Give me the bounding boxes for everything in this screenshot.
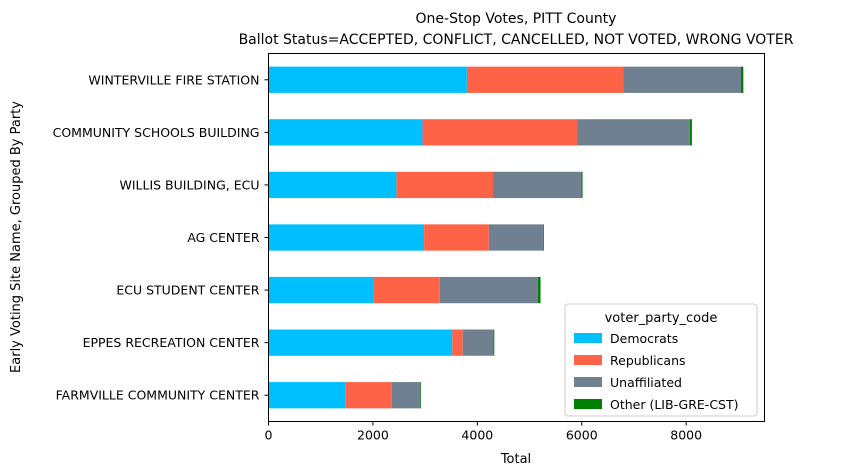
x-tick-label: 2000 (357, 428, 389, 443)
x-tick-label: 0 (265, 428, 273, 443)
bar-ecu-student-center-unaffiliated (439, 276, 538, 304)
bar-winterville-fire-station-other-lib-gre-cst (741, 66, 744, 93)
y-tick-label: COMMUNITY SCHOOLS BUILDING (53, 125, 260, 140)
bar-ag-center-unaffiliated (488, 224, 544, 251)
y-tick-label: AG CENTER (187, 230, 260, 245)
bar-ecu-student-center-republicans (373, 276, 440, 304)
legend-swatch-democrats (574, 333, 602, 343)
bar-winterville-fire-station-unaffiliated (623, 66, 742, 93)
bar-farmville-community-center-democrats (268, 382, 346, 409)
x-tick-label: 8000 (670, 428, 702, 443)
bar-ag-center-republicans (424, 224, 489, 251)
y-axis-label: Early Voting Site Name, Grouped By Party (9, 101, 24, 373)
legend-label-unaffiliated: Unaffiliated (610, 375, 682, 390)
legend-swatch-other-lib-gre-cst (574, 399, 602, 409)
bar-eppes-recreation-center-other-lib-gre-cst (493, 329, 495, 356)
bar-farmville-community-center-unaffiliated (391, 382, 421, 409)
x-axis-ticks: 0 2000 4000 6000 8000 (265, 421, 702, 443)
bar-community-schools-building-democrats (268, 119, 423, 146)
legend-label-other-lib-gre-cst: Other (LIB-GRE-CST) (610, 397, 739, 412)
bar-winterville-fire-station-democrats (268, 66, 467, 93)
bar-ag-center-democrats (268, 224, 425, 251)
bar-willis-building-ecu-other-lib-gre-cst (581, 171, 583, 199)
bar-farmville-community-center-republicans (345, 382, 392, 409)
bar-eppes-recreation-center-unaffiliated (462, 329, 494, 356)
bars-group (268, 66, 744, 409)
bar-ecu-student-center-other-lib-gre-cst (537, 276, 541, 304)
bar-community-schools-building-other-lib-gre-cst (689, 119, 692, 146)
y-tick-label: ECU STUDENT CENTER (116, 283, 259, 298)
bar-eppes-recreation-center-republicans (452, 329, 463, 356)
legend-frame (564, 303, 758, 417)
bar-eppes-recreation-center-democrats (268, 329, 453, 356)
legend-title: voter_party_code (605, 311, 718, 326)
bar-community-schools-building-republicans (422, 119, 578, 146)
chart-title: One-Stop Votes, PITT County (416, 11, 617, 27)
bar-willis-building-ecu-unaffiliated (493, 171, 582, 199)
x-tick-label: 4000 (461, 428, 493, 443)
bar-farmville-community-center-other-lib-gre-cst (420, 382, 421, 409)
bar-willis-building-ecu-democrats (268, 171, 397, 199)
bar-ecu-student-center-democrats (268, 276, 374, 304)
y-tick-label: WINTERVILLE FIRE STATION (88, 72, 259, 87)
legend-label-republicans: Republicans (610, 353, 686, 368)
y-tick-label: FARMVILLE COMMUNITY CENTER (56, 388, 260, 403)
bar-ag-center-other-lib-gre-cst (543, 224, 544, 251)
x-tick-label: 6000 (566, 428, 598, 443)
legend-swatch-unaffiliated (574, 377, 602, 387)
bar-winterville-fire-station-republicans (466, 66, 624, 93)
bar-community-schools-building-unaffiliated (577, 119, 690, 146)
bar-willis-building-ecu-republicans (396, 171, 494, 199)
y-axis-ticks: WINTERVILLE FIRE STATION COMMUNITY SCHOOL… (53, 72, 269, 403)
plot-frame (268, 53, 765, 422)
x-axis-label: Total (500, 452, 531, 467)
legend: voter_party_code Democrats Republicans Una… (564, 303, 758, 417)
y-tick-label: WILLIS BUILDING, ECU (119, 177, 259, 192)
chart-subtitle: Ballot Status=ACCEPTED, CONFLICT, CANCEL… (239, 32, 794, 48)
y-tick-label: EPPES RECREATION CENTER (83, 335, 260, 350)
legend-swatch-republicans (574, 355, 602, 365)
legend-label-democrats: Democrats (610, 331, 678, 346)
